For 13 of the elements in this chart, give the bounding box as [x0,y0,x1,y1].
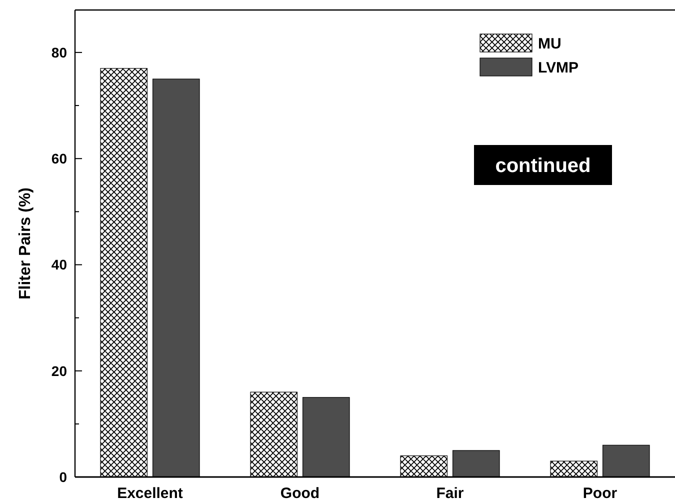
y-tick-label: 60 [51,150,68,166]
y-tick-label: 20 [51,362,68,379]
legend-label: LVMP [538,59,579,76]
y-tick-label: 40 [51,256,68,273]
x-tick-label: Fair [436,485,464,502]
x-tick-label: Poor [582,485,618,502]
y-axis-title: Fliter Pairs (%) [17,187,34,300]
annotation: continued [495,155,591,177]
x-tick-label: Excellent [117,485,183,502]
y-tick-label: 0 [59,468,68,485]
x-tick-label: Good [280,485,320,502]
legend-label: MU [538,35,562,52]
y-tick-label: 80 [51,44,68,60]
